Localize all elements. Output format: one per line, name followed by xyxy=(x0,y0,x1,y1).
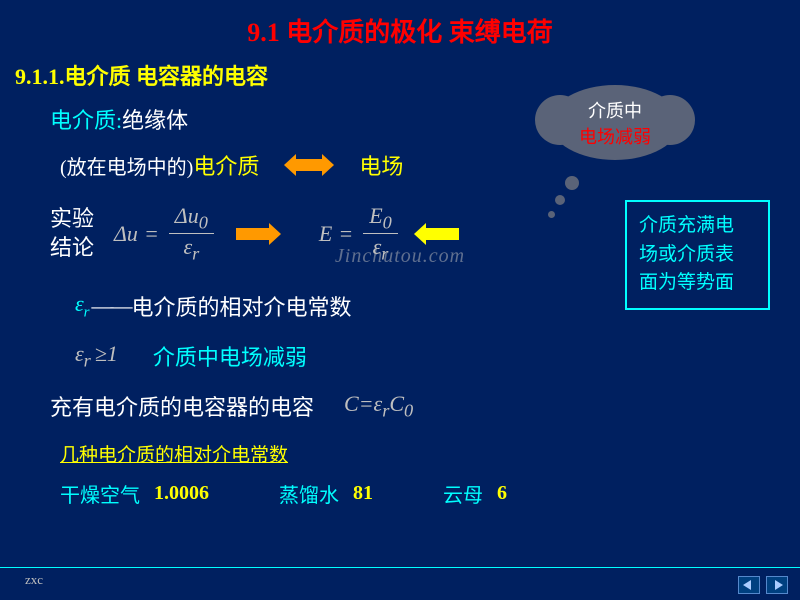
dielectric-text: 电介质 xyxy=(193,149,259,181)
exp-label: 实验结论 xyxy=(50,205,94,262)
arrow-right-icon xyxy=(236,223,281,245)
bidirectional-arrow-icon xyxy=(284,154,334,176)
field-text: 电场 xyxy=(359,149,403,181)
arrow-left-icon xyxy=(414,223,459,245)
condition-box: 介质充满电场或介质表面为等势面 xyxy=(625,200,770,310)
thought-cloud: 介质中 电场减弱 xyxy=(550,85,685,180)
nav-controls xyxy=(738,576,788,594)
formula-1: Δu = Δu0εr xyxy=(114,203,218,265)
paren-text: (放在电场中的) xyxy=(60,151,193,180)
weak-field-row: εr≥1 介质中电场减弱 xyxy=(75,340,800,372)
data-item: 云母6 xyxy=(443,479,507,508)
next-button[interactable] xyxy=(766,576,788,594)
data-row: 干燥空气1.0006 蒸馏水81 云母6 xyxy=(60,479,800,508)
watermark: Jinchutou.com xyxy=(335,245,465,268)
table-title: 几种电介质的相对介电常数 xyxy=(60,440,800,467)
cloud-line1: 介质中 xyxy=(588,97,642,123)
interaction-line: (放在电场中的) 电介质 电场 xyxy=(60,149,800,181)
prev-button[interactable] xyxy=(738,576,760,594)
def-value: 绝缘体 xyxy=(122,108,188,133)
capacitor-row: 充有电介质的电容器的电容 C=εrC0 xyxy=(50,390,800,422)
def-term: 电介质: xyxy=(50,108,122,133)
page-title: 9.1 电介质的极化 束缚电荷 xyxy=(0,0,800,49)
data-item: 蒸馏水81 xyxy=(279,479,373,508)
data-item: 干燥空气1.0006 xyxy=(60,479,209,508)
footer-text: zxc xyxy=(25,572,43,588)
footer-divider xyxy=(0,567,800,568)
cloud-line2: 电场减弱 xyxy=(579,123,651,149)
